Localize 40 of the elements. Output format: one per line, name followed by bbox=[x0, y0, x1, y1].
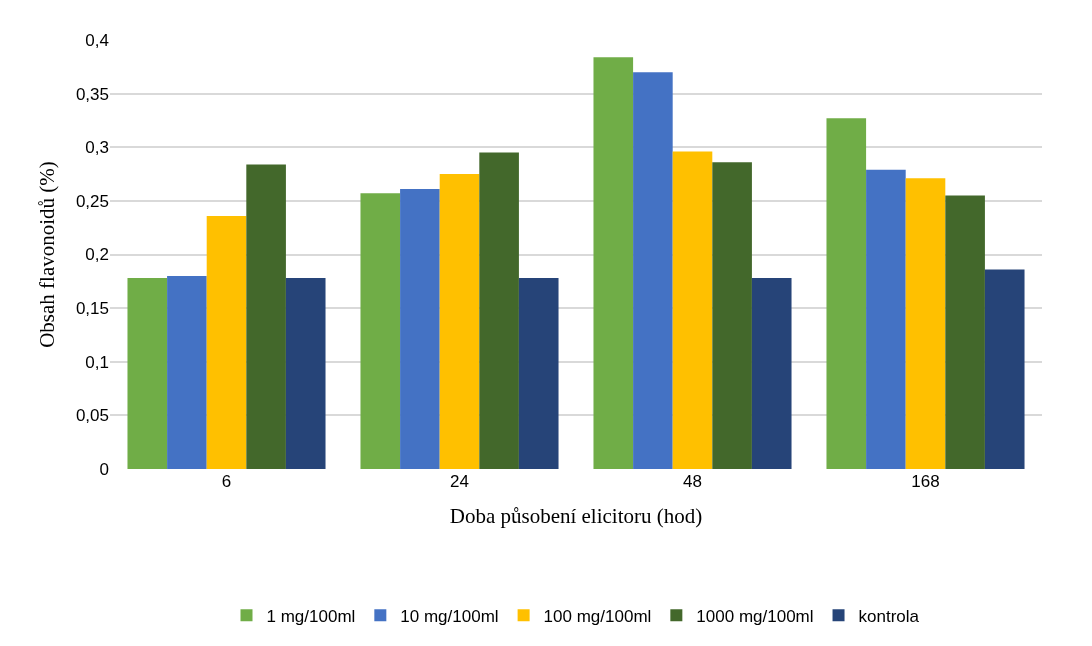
y-tick-label: 0 bbox=[99, 459, 109, 479]
bar bbox=[518, 278, 559, 469]
bar bbox=[633, 72, 673, 469]
x-tick-label: 6 bbox=[221, 472, 232, 491]
legend-label: 1 mg/100ml bbox=[266, 606, 356, 626]
y-tick-label: 0,4 bbox=[85, 30, 109, 50]
bar bbox=[400, 189, 440, 469]
bar bbox=[593, 57, 634, 469]
y-tick-label: 0,1 bbox=[85, 352, 109, 372]
bar bbox=[439, 174, 480, 469]
bar bbox=[984, 269, 1025, 469]
bar bbox=[360, 193, 401, 469]
y-tick-label: 0,35 bbox=[75, 84, 109, 104]
bar bbox=[285, 278, 326, 469]
legend-label: kontrola bbox=[858, 606, 920, 626]
y-tick-label: 0,25 bbox=[75, 191, 109, 211]
x-axis-title: Doba působení elicitoru (hod) bbox=[449, 504, 703, 529]
y-tick-label: 0,2 bbox=[85, 245, 109, 265]
x-tick-label: 48 bbox=[683, 472, 702, 491]
y-axis-title: Obsah flavonoidů (%) bbox=[35, 161, 60, 348]
bar bbox=[167, 275, 207, 469]
bar bbox=[945, 195, 985, 469]
bar bbox=[672, 151, 713, 469]
legend-label: 100 mg/100ml bbox=[543, 606, 652, 626]
legend-label: 10 mg/100ml bbox=[400, 606, 499, 626]
bar bbox=[905, 178, 946, 469]
bar bbox=[712, 162, 752, 469]
y-tick-label: 0,05 bbox=[75, 406, 109, 426]
y-tick-label: 0,15 bbox=[75, 299, 109, 319]
bar bbox=[246, 164, 286, 469]
x-tick-label: 168 bbox=[911, 472, 940, 491]
bar bbox=[127, 278, 168, 469]
bar bbox=[206, 215, 247, 469]
bar bbox=[826, 118, 867, 469]
bar bbox=[751, 278, 792, 469]
bar bbox=[866, 169, 906, 469]
x-tick-label: 24 bbox=[450, 472, 469, 491]
bar bbox=[479, 152, 519, 469]
legend-label: 1000 mg/100ml bbox=[696, 606, 814, 626]
y-tick-label: 0,3 bbox=[85, 138, 109, 158]
